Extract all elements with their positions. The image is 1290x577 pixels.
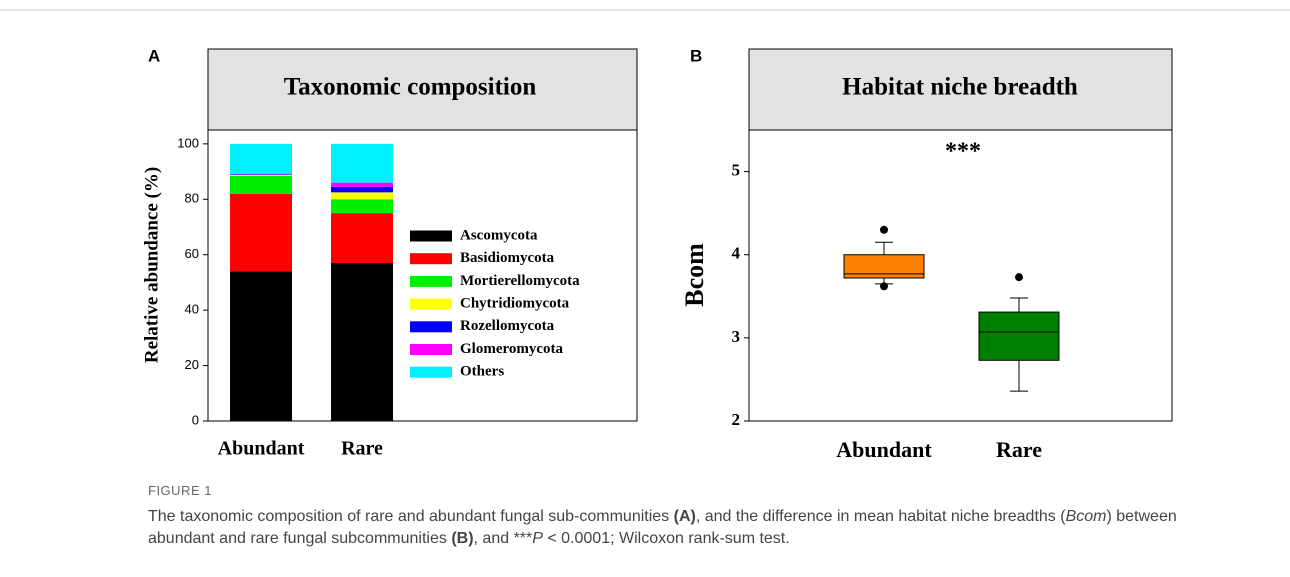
y-tick-label: 2	[732, 410, 741, 429]
caption-text: , and ***	[473, 530, 533, 547]
title-box	[748, 48, 1173, 131]
panel-label: B	[690, 46, 702, 65]
caption-label: FIGURE 1	[148, 483, 212, 498]
caption-text: < 0.0001; Wilcoxon rank-sum test.	[542, 530, 790, 547]
outlier	[880, 225, 888, 234]
legend-label: Glomeromycota	[460, 341, 564, 357]
legend-label: Ascomycota	[460, 227, 538, 243]
title-box	[207, 48, 638, 131]
bar-segment	[331, 182, 393, 187]
x-tick-label: Abundant	[218, 438, 305, 460]
panel-label: A	[148, 46, 160, 65]
chart-title: Taxonomic composition	[284, 74, 537, 101]
legend-swatch	[410, 298, 452, 310]
y-tick-label: 20	[185, 357, 199, 372]
legend-label: Rozellomycota	[460, 318, 555, 334]
caption-text: (A)	[673, 508, 696, 525]
bar-segment	[331, 186, 393, 193]
legend-swatch	[410, 321, 452, 333]
outlier	[1015, 273, 1023, 282]
y-tick-label: 100	[177, 135, 199, 150]
x-tick-label: Abundant	[836, 437, 932, 462]
box	[843, 254, 925, 279]
y-tick-label: 60	[185, 246, 199, 261]
legend-swatch	[410, 275, 452, 287]
y-tick-label: 80	[185, 191, 199, 206]
bar-segment	[331, 199, 393, 214]
outlier	[880, 282, 888, 291]
bar-segment	[331, 263, 393, 421]
plot-frame	[748, 129, 1173, 422]
bar-segment	[331, 192, 393, 200]
caption-text: ) between abundant and rare fungal subco…	[148, 508, 1177, 547]
annotation: ***	[945, 139, 981, 165]
bar-segment	[230, 175, 292, 194]
bar-segment	[230, 174, 292, 176]
x-tick-label: Rare	[341, 438, 383, 460]
legend-swatch	[410, 344, 452, 355]
plot-frame	[207, 129, 638, 422]
caption-text: Bcom	[1065, 508, 1107, 525]
bar-segment	[230, 174, 292, 175]
legend-swatch	[410, 366, 452, 378]
bar-segment	[230, 271, 292, 421]
chart-title: Habitat niche breadth	[842, 74, 1078, 101]
bar-segment	[331, 143, 393, 183]
caption-text: , and the difference in mean habitat nic…	[695, 508, 1066, 525]
y-axis-label: Bcom	[680, 243, 709, 307]
legend-label: Basidiomycota	[460, 250, 555, 266]
legend-swatch	[410, 253, 452, 265]
y-axis-label: Relative abundance (%)	[141, 167, 162, 363]
caption-text: P	[532, 530, 543, 547]
legend-label: Chytridiomycota	[460, 296, 570, 312]
y-tick-label: 3	[732, 327, 741, 346]
legend-label: Others	[460, 364, 504, 380]
y-tick-label: 4	[732, 244, 741, 263]
y-tick-label: 0	[192, 412, 199, 427]
legend-label: Mortierellomycota	[460, 273, 580, 289]
x-tick-label: Rare	[996, 437, 1042, 462]
caption-text: (B)	[451, 530, 474, 547]
caption: The taxonomic composition of rare and ab…	[148, 506, 1178, 550]
bar-segment	[230, 173, 292, 175]
box	[978, 311, 1060, 361]
y-tick-label: 40	[185, 302, 199, 317]
y-tick-label: 5	[732, 160, 741, 179]
caption-text: The taxonomic composition of rare and ab…	[148, 508, 674, 525]
bar-segment	[331, 213, 393, 264]
bar-segment	[230, 193, 292, 272]
bar-segment	[230, 143, 292, 174]
legend-swatch	[410, 230, 452, 242]
